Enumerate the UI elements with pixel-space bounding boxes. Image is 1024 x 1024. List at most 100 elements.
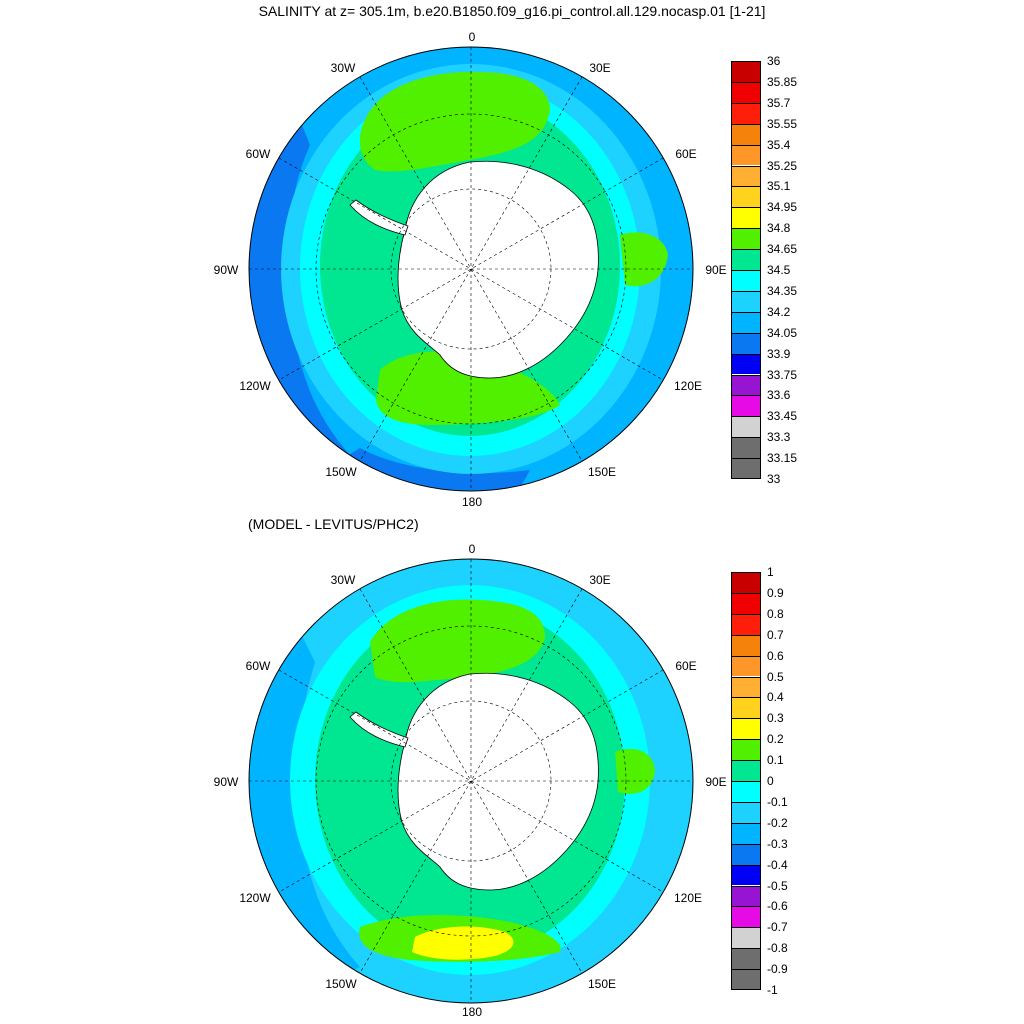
- difference-colorbar-tick-label: 0.9: [767, 585, 784, 600]
- lon-label-120e: 120E: [673, 379, 703, 393]
- salinity-panel: 0 30E 60E 90E 120E 150E 180 150W 120W 90…: [213, 30, 797, 509]
- difference-colorbar-swatch: [731, 760, 761, 781]
- salinity-colorbar-swatch: [731, 102, 761, 124]
- difference-colorbar-swatch: [731, 613, 761, 635]
- salinity-colorbar-swatch: [731, 270, 761, 291]
- main-title: SALINITY at z= 305.1m, b.e20.B1850.f09_g…: [258, 3, 766, 19]
- salinity-colorbar-tick-label: 35.25: [767, 158, 798, 173]
- salinity-colorbar: 36 35.85 35.7 35.55 35.4 35.25 35.1 34.95 34.8 34…: [731, 54, 797, 486]
- lon-label-150w-bottom: 150W: [325, 977, 357, 991]
- lon-label-120w-bottom: 120W: [239, 891, 271, 905]
- salinity-colorbar-swatch: [731, 81, 761, 103]
- salinity-colorbar-tick-label: 34.2: [767, 304, 791, 319]
- difference-colorbar-swatch: [731, 948, 761, 970]
- difference-colorbar-frame: [731, 572, 761, 990]
- difference-colorbar-swatch: [731, 843, 761, 865]
- lon-label-0: 0: [468, 30, 476, 44]
- difference-colorbar-tick-label: 0.8: [767, 606, 784, 621]
- difference-colorbar-swatch: [731, 592, 761, 614]
- difference-colorbar-tick-label: 0.1: [767, 753, 784, 768]
- difference-colorbar-tick-label: 0.6: [767, 648, 784, 663]
- difference-colorbar-swatch: [731, 927, 761, 949]
- difference-colorbar-swatch: [731, 864, 761, 886]
- lon-label-30w: 30W: [330, 61, 356, 75]
- difference-colorbar-swatch: [731, 634, 761, 656]
- map-boundary-bottom: [248, 558, 694, 1004]
- difference-subtitle: (MODEL - LEVITUS/PHC2): [248, 516, 419, 532]
- salinity-colorbar-swatch: [731, 144, 761, 166]
- lon-label-60w-bottom: 60W: [245, 659, 271, 673]
- difference-colorbar-tick-label: 0.5: [767, 669, 784, 684]
- salinity-colorbar-tick-label: 34.65: [767, 242, 798, 257]
- lon-label-180: 180: [461, 495, 483, 509]
- salinity-colorbar-swatch: [731, 311, 761, 333]
- salinity-colorbar-swatch: [731, 207, 761, 229]
- difference-colorbar-tick-label: -0.7: [767, 920, 788, 935]
- lon-label-150e: 150E: [587, 465, 617, 479]
- difference-colorbar-tick-label: 0.2: [767, 732, 784, 747]
- lon-label-60w: 60W: [245, 147, 271, 161]
- difference-colorbar: 1 0.9 0.8 0.7 0.6 0.5 0.4 0.3 0.2 0.1 0 -0.1 -0.2 -0.…: [731, 565, 788, 997]
- salinity-colorbar-swatch: [731, 332, 761, 354]
- lon-label-120w: 120W: [239, 379, 271, 393]
- difference-colorbar-swatch: [731, 718, 761, 740]
- difference-colorbar-tick-label: 0: [767, 774, 774, 788]
- weddell-gyre: [359, 71, 550, 172]
- salinity-colorbar-tick-label: 34.8: [767, 221, 791, 236]
- salinity-colorbar-tick-label: 33.75: [767, 367, 798, 382]
- ross-gyre: [376, 351, 560, 425]
- salinity-colorbar-tick-label: 35.7: [767, 95, 791, 110]
- salinity-colorbar-swatch: [731, 353, 761, 375]
- lon-label-90e: 90E: [705, 263, 727, 277]
- difference-colorbar-swatch: [731, 739, 761, 761]
- difference-colorbar-swatch: [731, 885, 761, 907]
- salinity-colorbar-tick-label: 36: [767, 54, 781, 68]
- salinity-colorbar-tick-label: 33.45: [767, 409, 798, 424]
- salinity-colorbar-swatch: [731, 395, 761, 417]
- graticule-bottom: [249, 559, 693, 1003]
- difference-colorbar-tick-label: 0.3: [767, 711, 784, 726]
- antarctic-peninsula-bottom: [349, 711, 409, 748]
- lon-label-60e: 60E: [675, 147, 697, 161]
- salinity-colorbar-tick-label: 34.35: [767, 283, 798, 298]
- difference-colorbar-tick-label: -0.8: [767, 941, 788, 956]
- lon-label-90e-bottom: 90E: [705, 775, 727, 789]
- lon-label-90w-bottom: 90W: [213, 775, 239, 789]
- salinity-colorbar-tick-label: 34.5: [767, 263, 791, 277]
- salinity-colorbar-tick-label: 33.6: [767, 388, 791, 403]
- salinity-colorbar-tick-label: 33.3: [767, 430, 791, 445]
- salinity-colorbar-tick-label: 33.15: [767, 451, 798, 466]
- lon-label-60e-bottom: 60E: [675, 659, 697, 673]
- salinity-colorbar-tick-label: 35.55: [767, 116, 798, 131]
- salinity-colorbar-swatch: [731, 123, 761, 145]
- lon-label-150w: 150W: [325, 465, 357, 479]
- salinity-colorbar-swatch: [731, 228, 761, 250]
- difference-colorbar-tick-label: -0.1: [767, 794, 788, 809]
- difference-colorbar-tick-label: -0.2: [767, 815, 788, 830]
- lon-label-30e: 30E: [589, 61, 611, 75]
- difference-colorbar-tick-label: -0.9: [767, 962, 788, 977]
- difference-colorbar-tick-label: 0.7: [767, 627, 784, 642]
- salinity-colorbar-swatch: [731, 165, 761, 187]
- difference-colorbar-swatch: [731, 676, 761, 698]
- lon-label-90w: 90W: [213, 263, 239, 277]
- difference-colorbar-swatch: [731, 781, 761, 802]
- salinity-colorbar-swatch: [731, 290, 761, 312]
- salinity-colorbar-swatch: [731, 437, 761, 459]
- difference-colorbar-tick-label: -0.3: [767, 836, 788, 851]
- difference-colorbar-swatch: [731, 906, 761, 928]
- difference-colorbar-tick-label: 0.4: [767, 690, 784, 705]
- lon-label-30e-bottom: 30E: [589, 573, 611, 587]
- salinity-colorbar-tick-label: 35.85: [767, 74, 798, 89]
- difference-colorbar-tick-label: -0.5: [767, 878, 788, 893]
- difference-polar-map: [248, 558, 694, 1004]
- salinity-polar-map: [248, 46, 694, 492]
- difference-colorbar-swatch: [731, 697, 761, 719]
- eastern-green-patch: [620, 232, 668, 287]
- salinity-colorbar-tick-label: 35.1: [767, 179, 791, 194]
- salinity-colorbar-tick-label: 34.05: [767, 325, 798, 340]
- graticule: [249, 47, 693, 491]
- salinity-colorbar-swatch: [731, 249, 761, 270]
- salinity-colorbar-tick-label: 35.4: [767, 137, 791, 152]
- antarctica-landmass-bottom: [397, 672, 599, 891]
